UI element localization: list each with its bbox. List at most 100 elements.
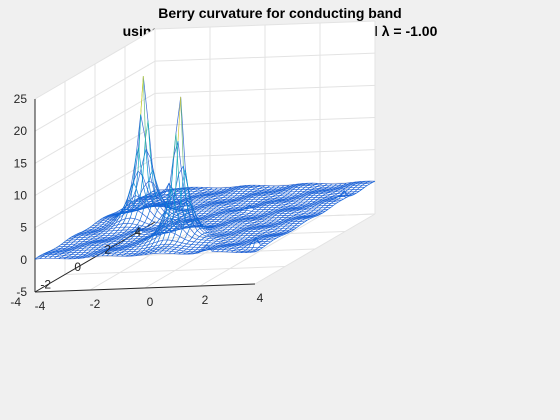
mesh-segment [141, 207, 145, 210]
mesh-segment [233, 199, 237, 202]
mesh-segment [145, 120, 149, 139]
mesh-segment [269, 199, 273, 202]
mesh-segment [60, 246, 64, 249]
mesh-segment [156, 194, 160, 197]
mesh-segment [167, 231, 170, 234]
mesh-segment [190, 198, 194, 202]
mesh-segment [85, 233, 89, 237]
mesh-segment [297, 184, 301, 187]
mesh-segment [189, 203, 194, 208]
mesh-segment [310, 209, 314, 213]
mesh-segment [304, 185, 308, 188]
mesh-segment [240, 219, 243, 222]
mesh-segment [245, 203, 249, 207]
mesh-segment [223, 204, 227, 207]
mesh-segment [192, 215, 197, 223]
mesh-segment [331, 185, 335, 188]
mesh-segment [260, 243, 264, 246]
mesh-segment [310, 192, 314, 195]
mesh-segment [209, 203, 213, 206]
mesh-segment [340, 186, 344, 189]
mesh-segment [146, 210, 151, 218]
mesh-segment [353, 192, 357, 195]
mesh-segment [247, 187, 251, 190]
mesh-segment [163, 250, 167, 254]
mesh-segment [151, 193, 155, 196]
grid-line [154, 20, 376, 30]
mesh-segment [94, 252, 98, 256]
mesh-segment [185, 251, 189, 254]
mesh-segment [188, 213, 192, 222]
mesh-segment [203, 239, 207, 243]
mesh-segment [278, 203, 282, 206]
mesh-segment [165, 193, 169, 197]
mesh-segment [226, 229, 231, 232]
mesh-segment [113, 212, 117, 214]
mesh-segment [273, 200, 277, 203]
mesh-segment [187, 187, 192, 205]
mesh-segment [228, 201, 232, 204]
mesh-segment [199, 207, 203, 210]
mesh-segment [213, 221, 217, 224]
mesh-segment [250, 185, 253, 188]
mesh-segment [271, 232, 275, 235]
mesh-segment [257, 203, 260, 206]
mesh-segment [141, 222, 145, 227]
mesh-segment [201, 222, 205, 225]
mesh-segment [212, 230, 216, 233]
z-tick-label: 20 [14, 124, 28, 138]
mesh-segment [214, 202, 218, 204]
mesh-segment [109, 238, 113, 240]
mesh-segment [277, 230, 280, 233]
mesh-segment [167, 231, 171, 241]
mesh-segment [246, 204, 250, 211]
mesh-segment [219, 202, 223, 204]
mesh-segment [135, 188, 140, 197]
mesh-segment [289, 197, 293, 200]
mesh-segment [92, 252, 96, 255]
mesh-segment [290, 184, 294, 187]
mesh-segment [226, 234, 230, 237]
mesh-segment [263, 193, 267, 196]
mesh-segment [262, 197, 266, 200]
mesh-segment [284, 199, 287, 201]
mesh-segment [293, 216, 297, 219]
mesh-segment [172, 194, 176, 219]
mesh-segment [308, 193, 312, 196]
z-tick-label: -5 [16, 285, 27, 299]
mesh-segment [239, 226, 243, 230]
mesh-segment [186, 222, 190, 227]
mesh-segment [204, 190, 208, 193]
mesh-segment [75, 237, 79, 240]
mesh-segment [286, 211, 290, 214]
mesh-segment [162, 243, 166, 248]
mesh-segment [77, 245, 80, 248]
mesh-segment [133, 204, 137, 208]
mesh-segment [207, 197, 211, 200]
mesh-segment [157, 232, 161, 235]
mesh-segment [280, 188, 284, 191]
mesh-segment [269, 231, 273, 234]
mesh-segment [322, 197, 326, 200]
mesh-segment [235, 220, 239, 222]
mesh-segment [123, 252, 127, 256]
mesh-segment [168, 222, 172, 225]
mesh-segment [243, 242, 247, 245]
mesh-segment [230, 189, 234, 193]
mesh-segment [257, 215, 261, 218]
mesh-segment [143, 247, 147, 251]
mesh-segment [90, 237, 93, 241]
mesh-segment [108, 239, 112, 242]
mesh-segment [273, 235, 277, 238]
mesh-segment [313, 211, 317, 215]
mesh-segment [132, 218, 136, 224]
mesh-segment [149, 191, 153, 194]
mesh-segment [203, 244, 207, 248]
mesh-segment [263, 192, 267, 194]
mesh-segment [37, 255, 41, 258]
mesh-segment [223, 216, 227, 220]
mesh-segment [240, 251, 244, 253]
mesh-segment [252, 217, 256, 219]
mesh-segment [98, 245, 102, 249]
